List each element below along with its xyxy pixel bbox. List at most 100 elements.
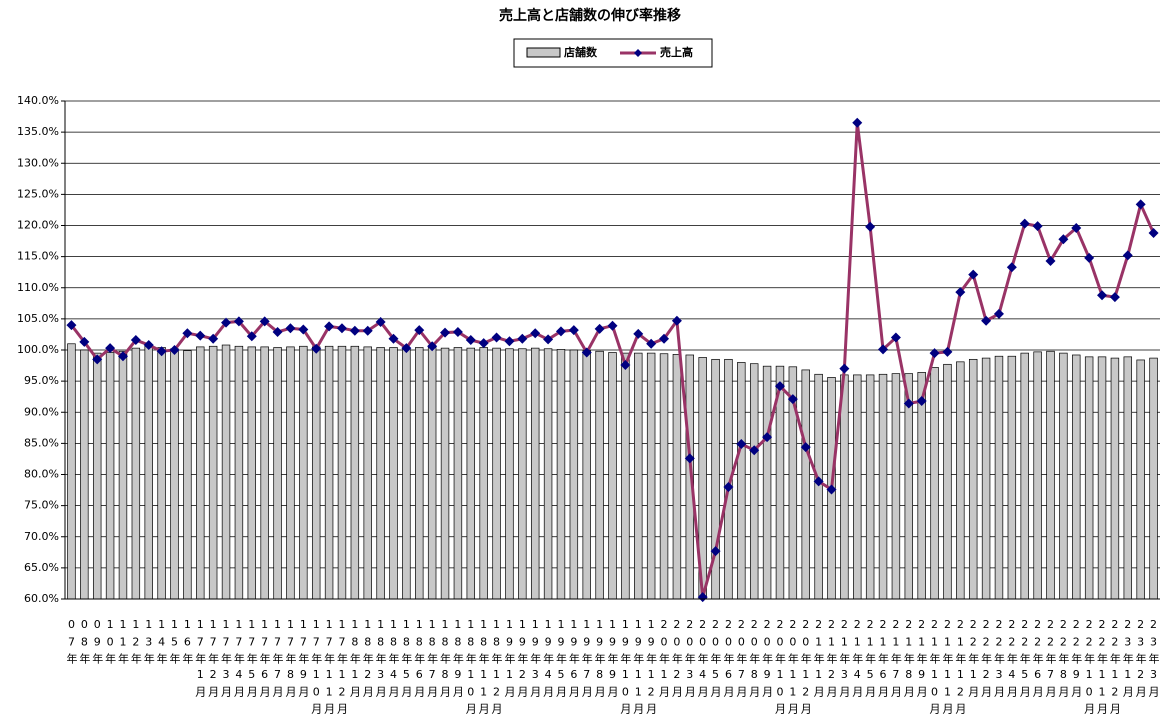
bar — [453, 347, 463, 600]
bar — [1059, 352, 1068, 600]
x-tick-label: 20年4月 — [696, 618, 709, 701]
marker — [723, 481, 734, 492]
x-tick-label: 17年12月 — [335, 618, 348, 718]
marker — [620, 359, 631, 370]
bar — [440, 347, 450, 600]
x-tick-label: 20年10月 — [773, 618, 786, 718]
x-tick-label: 20年8月 — [748, 618, 761, 701]
marker — [285, 323, 296, 334]
legend-marker — [634, 49, 642, 57]
marker — [427, 341, 438, 352]
x-tick-label: 19年5月 — [554, 618, 567, 701]
bar — [1033, 351, 1042, 600]
x-tick-label: 22年2月 — [980, 618, 993, 701]
x-tick-label: 19年9月 — [606, 618, 619, 701]
bar — [196, 346, 205, 600]
bar — [311, 346, 321, 600]
marker — [968, 269, 979, 280]
x-tick-label: 19年11月 — [632, 618, 645, 718]
marker — [298, 324, 309, 335]
marker — [414, 325, 425, 336]
marker — [955, 287, 966, 298]
bar — [917, 372, 926, 600]
x-tick-label: 20年5月 — [709, 618, 722, 701]
y-tick-label: 135.0% — [17, 125, 59, 138]
marker — [92, 354, 103, 365]
marker — [208, 333, 219, 344]
bar — [1149, 357, 1158, 600]
x-tick-label: 19年1月 — [503, 618, 516, 701]
x-tick-label: 22年10月 — [1083, 618, 1096, 718]
marker — [105, 343, 116, 354]
x-tick-label: 21年12月 — [954, 618, 967, 718]
bar — [402, 347, 411, 600]
bar — [595, 350, 604, 600]
bar — [582, 350, 591, 600]
x-tick-label: 22年7月 — [1044, 618, 1057, 701]
bar — [183, 350, 192, 600]
marker — [800, 442, 811, 453]
bar — [80, 349, 89, 600]
x-tick-label: 14年 — [155, 618, 168, 668]
marker — [865, 221, 876, 232]
y-tick-label: 130.0% — [17, 156, 59, 169]
bar — [646, 352, 656, 600]
bar — [853, 374, 862, 600]
marker — [336, 323, 347, 334]
x-tick-label: 21年10月 — [928, 618, 941, 718]
marker — [646, 338, 657, 349]
bar — [814, 373, 823, 600]
bar — [260, 346, 269, 600]
y-tick-label: 60.0% — [24, 592, 59, 605]
legend-label: 売上高 — [660, 45, 693, 59]
x-tick-label: 20年3月 — [683, 618, 696, 701]
y-tick-label: 100.0% — [17, 343, 59, 356]
y-tick-label: 70.0% — [24, 530, 59, 543]
marker — [787, 394, 798, 405]
marker — [272, 326, 283, 337]
x-tick-label: 22年9月 — [1070, 618, 1083, 701]
x-tick-label: 17年7月 — [271, 618, 284, 701]
marker — [1058, 234, 1069, 245]
bar — [92, 352, 102, 600]
bar — [762, 365, 772, 600]
bar — [530, 347, 540, 600]
x-tick-label: 22年8月 — [1057, 618, 1070, 701]
x-tick-label: 19年4月 — [542, 618, 555, 701]
y-tick-label: 140.0% — [17, 94, 59, 107]
bar — [930, 367, 939, 600]
y-tick-label: 65.0% — [24, 561, 59, 574]
bar — [157, 347, 166, 600]
x-tick-label: 18年10月 — [464, 618, 477, 718]
bar — [208, 345, 218, 600]
bar — [1072, 354, 1081, 600]
marker — [517, 333, 528, 344]
x-tick-label: 19年7月 — [580, 618, 593, 701]
bar — [801, 369, 810, 600]
bar — [131, 347, 141, 600]
x-tick-label: 21年1月 — [812, 618, 825, 701]
bar — [67, 343, 76, 600]
x-tick-label: 22年5月 — [1018, 618, 1031, 701]
bar — [840, 374, 849, 600]
x-tick-label: 20年11月 — [786, 618, 799, 718]
y-tick-label: 75.0% — [24, 499, 59, 512]
x-tick-label: 23年3月 — [1147, 618, 1160, 701]
marker — [195, 330, 206, 341]
x-tick-label: 21年4月 — [851, 618, 864, 701]
x-tick-label: 22年6月 — [1031, 618, 1044, 701]
x-tick-label: 17年5月 — [245, 618, 258, 701]
marker — [697, 592, 708, 603]
x-tick-label: 18年12月 — [490, 618, 503, 718]
bar — [144, 345, 153, 600]
marker — [671, 315, 682, 326]
bar — [1110, 357, 1120, 600]
x-tick-label: 20年1月 — [658, 618, 671, 701]
x-tick-label: 13年 — [142, 618, 155, 668]
y-tick-label: 85.0% — [24, 436, 59, 449]
x-tick-label: 19年6月 — [567, 618, 580, 701]
x-tick-label: 21年8月 — [902, 618, 915, 701]
x-tick-label: 23年2月 — [1134, 618, 1147, 701]
marker — [452, 326, 463, 337]
bar — [608, 352, 617, 600]
